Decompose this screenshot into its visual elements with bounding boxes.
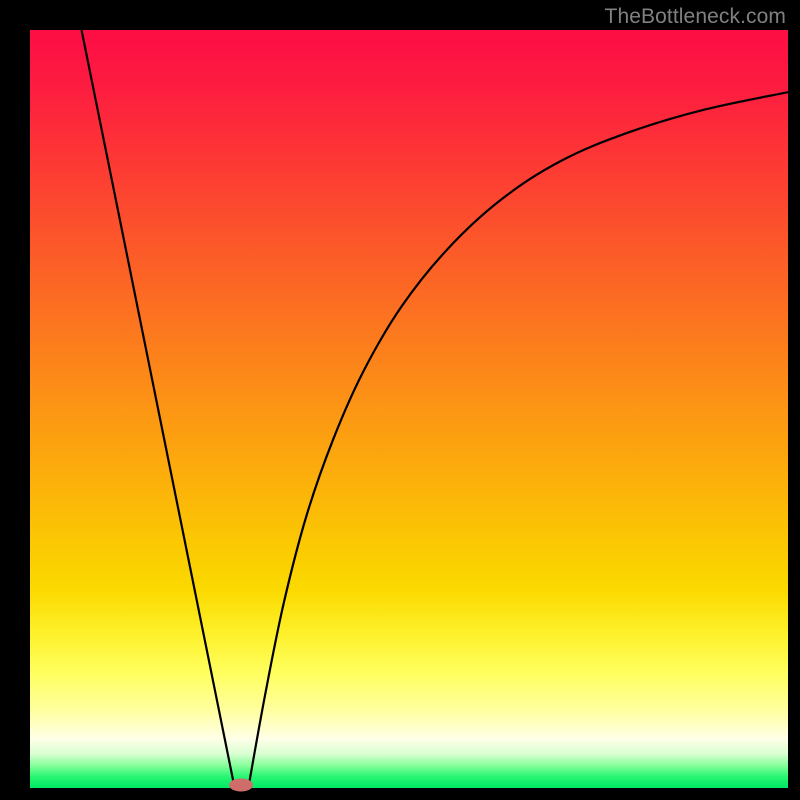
chart-svg (30, 30, 788, 788)
frame-border-left (0, 0, 30, 800)
chart-background (30, 30, 788, 788)
frame-border-bottom (0, 788, 800, 800)
frame-border-right (788, 0, 800, 800)
chart-plot-area (30, 30, 788, 788)
watermark-text: TheBottleneck.com (605, 5, 786, 29)
optimum-marker (229, 779, 253, 792)
